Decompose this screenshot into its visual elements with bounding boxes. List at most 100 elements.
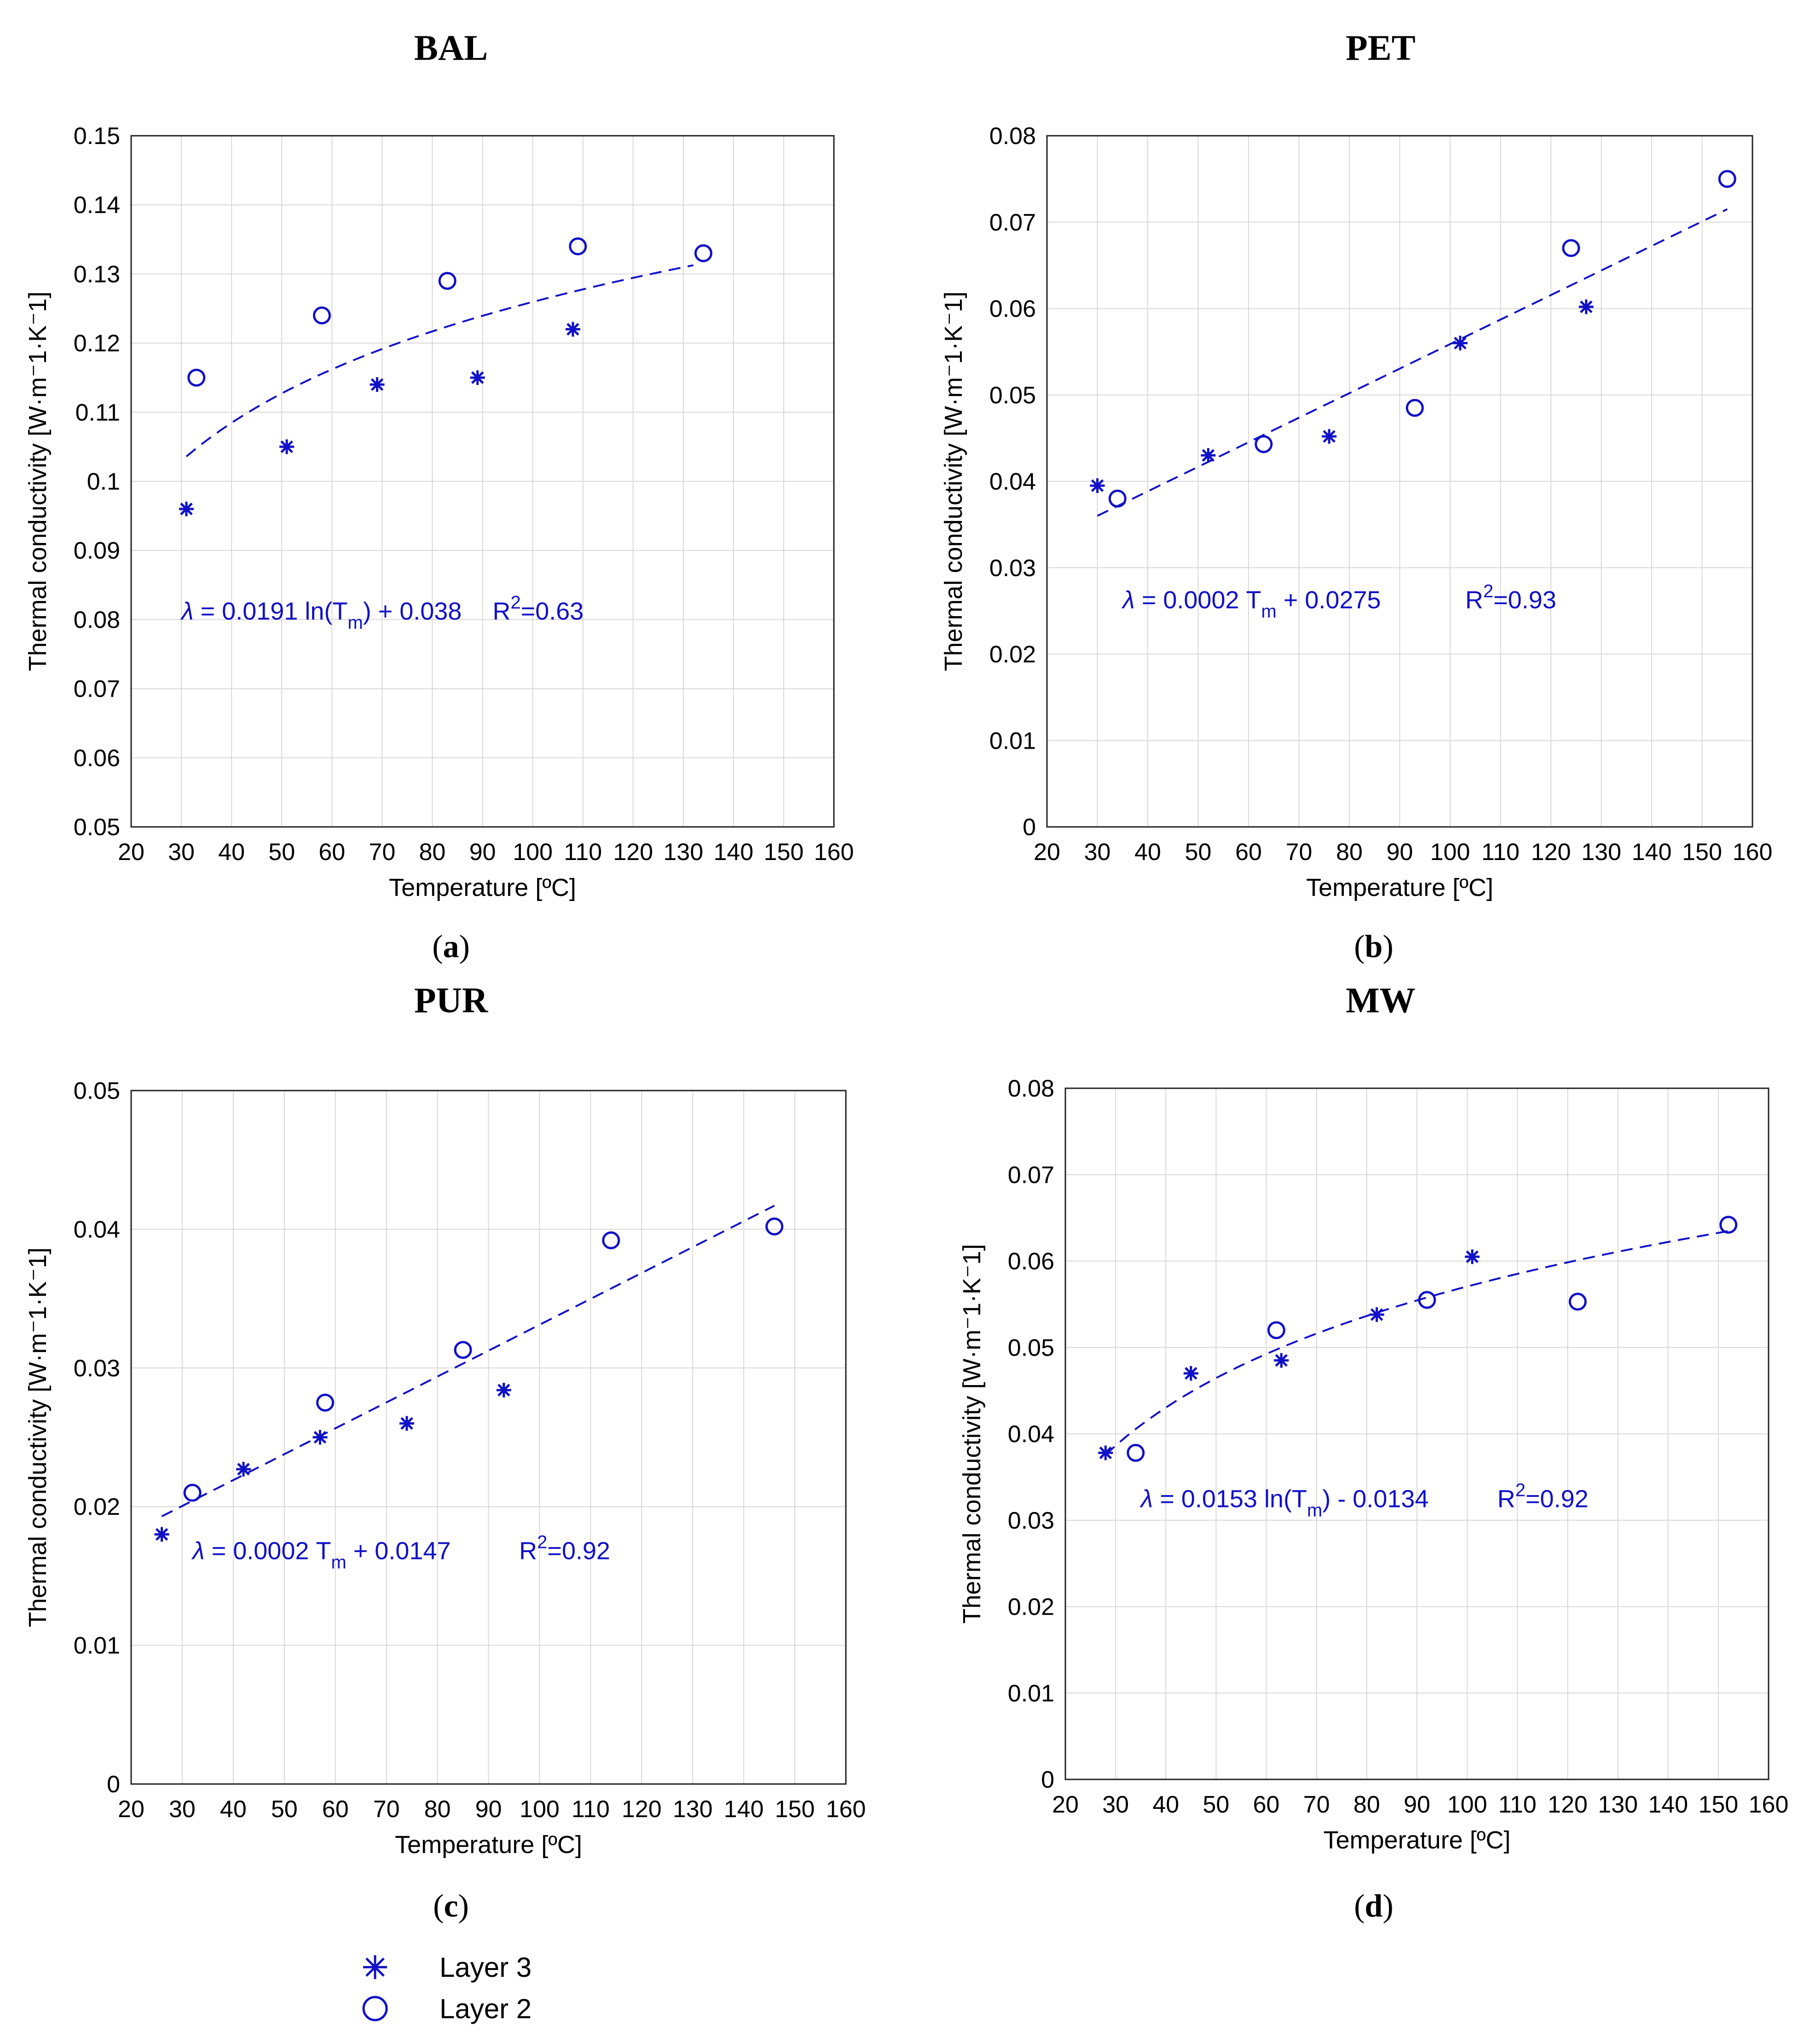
x-tick-label: 50 <box>1203 1791 1230 1818</box>
data-point-layer-2 <box>1568 1293 1587 1311</box>
x-tick-label: 140 <box>713 839 753 866</box>
r-squared: R2=0.92 <box>519 1532 610 1565</box>
r2-superscript: 2 <box>510 592 520 612</box>
x-tick-label: 100 <box>520 1796 560 1823</box>
y-tick-label: 0.05 <box>989 382 1036 409</box>
x-tick-label: 40 <box>220 1796 247 1823</box>
fit-equation: λ = 0.0191 ln(Tm) + 0.038 <box>180 597 462 633</box>
r2-letter: R <box>1465 586 1483 614</box>
x-tick-label: 120 <box>613 839 653 866</box>
y-tick-label: 0.11 <box>75 399 120 426</box>
lambda-symbol: λ <box>191 1537 205 1565</box>
legend-label: Layer 3 <box>439 1952 532 1983</box>
x-axis-label: Temperature [ºC] <box>1306 874 1493 901</box>
x-tick-label: 80 <box>424 1796 451 1823</box>
data-point-layer-3 <box>1274 1353 1289 1368</box>
y-tick-label: 0.04 <box>74 1216 120 1243</box>
x-axis-label: Temperature [ºC] <box>389 874 576 901</box>
plot-frame <box>1046 135 1753 828</box>
data-point-layer-2 <box>187 369 206 387</box>
data-point-layer-2 <box>1267 1321 1285 1340</box>
x-tick-label: 40 <box>1152 1791 1179 1818</box>
equation-subscript: m <box>1307 1501 1322 1521</box>
r2-superscript: 2 <box>537 1532 547 1553</box>
y-tick-label: 0.03 <box>74 1355 120 1382</box>
star-stroke <box>155 1528 168 1541</box>
panel-c: PUR 20 30 40 50 60 70 80 90 100 110 120 130 140 150 16… <box>24 980 866 1924</box>
grid <box>1065 1088 1769 1780</box>
x-tick-label: 130 <box>1581 839 1621 866</box>
x-tick-label: 70 <box>1303 1791 1330 1818</box>
x-tick-label: 60 <box>322 1796 349 1823</box>
r2-letter: R <box>1498 1485 1515 1513</box>
star-stroke <box>180 502 193 515</box>
x-tick-label: 150 <box>1682 839 1722 866</box>
star-stroke <box>1466 1250 1479 1263</box>
data-point-layer-3 <box>1369 1307 1384 1322</box>
legend-item-layer-3: Layer 3 <box>363 1952 532 1983</box>
data-point-layer-2 <box>1255 435 1273 453</box>
plot-area: 20 30 40 50 60 70 80 90 100 110 120 130 140 150 160 0 0.… <box>24 1078 866 1859</box>
y-tick-label: 0.01 <box>989 728 1036 754</box>
data-point-layer-2 <box>765 1217 784 1236</box>
data-point-layer-3 <box>1578 299 1594 314</box>
data-point-layer-2 <box>1127 1444 1145 1462</box>
x-tick-label: 100 <box>1447 1791 1487 1818</box>
y-tick-label: 0.01 <box>1008 1680 1054 1707</box>
y-tick-label: 0.05 <box>1008 1334 1054 1361</box>
grid <box>1047 135 1753 827</box>
legend: Layer 3 Layer 2 <box>362 1952 532 2024</box>
r-squared: R2=0.92 <box>1498 1480 1589 1513</box>
x-tick-label: 90 <box>1404 1791 1430 1818</box>
x-tick-label: 120 <box>622 1796 662 1823</box>
x-tick-label: 160 <box>826 1796 866 1823</box>
y-tick-label: 0.04 <box>989 468 1036 495</box>
y-tick-label: 0 <box>107 1771 120 1798</box>
x-tick-label: 30 <box>168 839 195 866</box>
panel-b: PET 20 30 40 50 60 70 80 90 100 110 120 130 140 150 16… <box>940 28 1772 964</box>
plot-area: 20 30 40 50 60 70 80 90 100 110 120 130 140 150 160 0.0… <box>24 123 854 901</box>
grid <box>131 135 834 827</box>
y-tick-label: 0 <box>1023 814 1036 841</box>
panel-title: PET <box>1346 28 1416 68</box>
data-point-layer-3 <box>1322 429 1337 444</box>
y-axis-label: Thermal conductivity [W·m⁻1·K⁻1] <box>958 1244 986 1623</box>
data-point-layer-3 <box>370 377 385 392</box>
trend-line <box>1097 208 1728 517</box>
equation-text: = 0.0002 T <box>1135 586 1261 614</box>
equation-text: = 0.0153 ln(T <box>1153 1485 1307 1513</box>
x-tick-label: 110 <box>1481 839 1520 866</box>
x-tick-label: 110 <box>572 1796 610 1823</box>
data-point-layer-3 <box>236 1461 251 1477</box>
plot-frame <box>130 135 835 828</box>
y-axis-label: Thermal conductivity [W·m⁻1·K⁻1] <box>24 1247 52 1627</box>
star-stroke <box>1091 479 1104 492</box>
x-tick-label: 140 <box>1632 839 1672 866</box>
lambda-symbol: λ <box>180 597 194 625</box>
y-tick-label: 0.05 <box>74 1078 120 1104</box>
data-point-layer-3 <box>1465 1249 1480 1265</box>
x-tick-label: 150 <box>1698 1791 1738 1818</box>
y-tick-label: 0.1 <box>87 468 120 495</box>
star-stroke <box>567 323 579 336</box>
plot-frame <box>130 1090 847 1785</box>
panel-label: (b) <box>1354 929 1393 964</box>
r2-value: =0.63 <box>521 597 584 625</box>
equation-text: = 0.0191 ln(T <box>194 597 348 625</box>
star-icon <box>363 1955 387 1979</box>
x-tick-label: 50 <box>271 1796 298 1823</box>
legend-item-layer-2: Layer 2 <box>362 1993 532 2024</box>
data-point-layer-3 <box>399 1416 415 1431</box>
data-point-layer-2 <box>316 1393 335 1412</box>
star-stroke <box>280 440 293 453</box>
equation-tail: + 0.0147 <box>347 1537 451 1565</box>
r-squared: R2=0.93 <box>1465 581 1556 614</box>
r2-letter: R <box>492 597 510 625</box>
data-point-layer-3 <box>1090 478 1105 493</box>
x-tick-label: 110 <box>1498 1791 1537 1818</box>
trend-line <box>185 264 694 457</box>
equation-subscript: m <box>347 612 363 633</box>
x-tick-label: 120 <box>1531 839 1571 866</box>
y-tick-label: 0.06 <box>1008 1248 1054 1275</box>
x-tick-label: 140 <box>724 1796 764 1823</box>
